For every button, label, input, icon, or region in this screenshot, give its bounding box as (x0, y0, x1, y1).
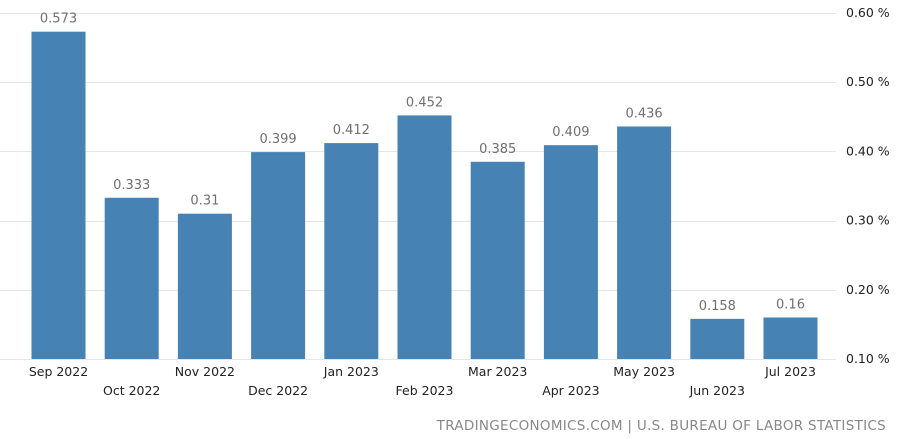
x-tick-label: Sep 2022 (29, 364, 88, 379)
x-tick-label: Nov 2022 (175, 364, 235, 379)
x-tick-label: Dec 2022 (248, 383, 308, 398)
x-tick-label: Jan 2023 (323, 364, 379, 379)
x-tick-label: Feb 2023 (396, 383, 454, 398)
x-tick-label: Jul 2023 (764, 364, 816, 379)
y-tick-label: 0.50 % (846, 74, 890, 89)
bar (690, 318, 745, 359)
bar (251, 152, 306, 359)
bar-value-label: 0.333 (113, 178, 150, 193)
x-tick-label: Jun 2023 (689, 383, 745, 398)
x-tick-label: Oct 2022 (103, 383, 160, 398)
x-tick-label: Apr 2023 (542, 383, 599, 398)
x-tick-label: Mar 2023 (468, 364, 527, 379)
bar-value-label: 0.409 (552, 125, 589, 140)
bar-value-label: 0.385 (479, 142, 516, 157)
bar-value-label: 0.573 (40, 12, 77, 27)
bar-value-label: 0.158 (699, 299, 736, 314)
bar (617, 126, 672, 359)
bar-value-label: 0.412 (333, 123, 370, 138)
y-tick-label: 0.10 % (846, 351, 890, 366)
bar-value-label: 0.452 (406, 95, 443, 110)
y-axis-ticks: 0.10 % 0.20 % 0.30 % 0.40 % 0.50 % 0.60 % (846, 5, 890, 366)
y-tick-label: 0.30 % (846, 213, 890, 228)
y-tick-label: 0.40 % (846, 143, 890, 158)
bar-value-label: 0.399 (259, 132, 296, 147)
bar (543, 145, 598, 359)
x-axis-ticks: Sep 2022 Oct 2022 Nov 2022 Dec 2022 Jan 2023… (29, 364, 816, 398)
y-tick-label: 0.60 % (846, 5, 890, 20)
bar (177, 213, 232, 359)
bar (470, 161, 525, 359)
source-attribution: TRADINGECONOMICS.COM | U.S. BUREAU OF LA… (436, 418, 886, 434)
bars (31, 31, 818, 360)
x-tick-label: May 2023 (613, 364, 675, 379)
y-tick-label: 0.20 % (846, 282, 890, 297)
bar-value-label: 0.436 (625, 106, 662, 121)
bar (104, 197, 159, 359)
bar (397, 115, 452, 359)
bar (324, 143, 379, 359)
bar-value-label: 0.31 (190, 194, 219, 209)
bar (31, 31, 86, 360)
bar-value-label: 0.16 (776, 297, 805, 312)
bar (763, 317, 818, 359)
value-labels: 0.573 0.333 0.31 0.399 0.412 0.452 0.385 0.409 0… (40, 12, 805, 314)
